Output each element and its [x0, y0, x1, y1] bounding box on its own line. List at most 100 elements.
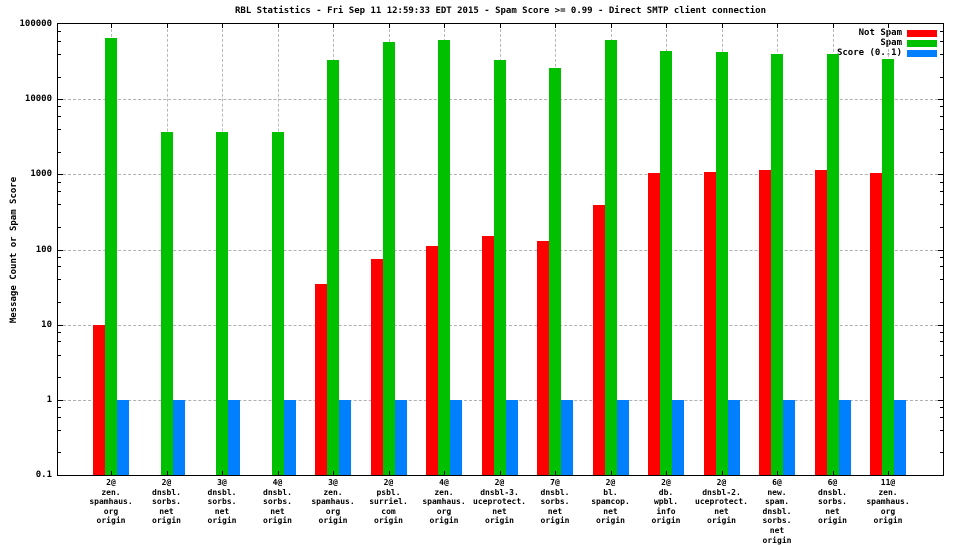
y-minor-tick — [940, 76, 943, 78]
x-tick-bottom — [499, 471, 501, 475]
y-major-tick — [58, 174, 63, 176]
x-tick-top — [832, 24, 834, 28]
x-tick-label: 2@ dnsbl. sorbs. net origin — [152, 478, 181, 526]
bar-spam — [715, 52, 728, 475]
x-tick-bottom — [111, 471, 112, 475]
x-tick-top — [166, 24, 168, 28]
y-minor-tick — [58, 341, 61, 343]
x-tick-label: 2@ psbl. surriel. com origin — [369, 478, 408, 526]
x-tick-label: 2@ zen. spamhaus. org origin — [89, 478, 133, 526]
y-minor-tick — [58, 256, 61, 258]
y-minor-tick — [58, 407, 61, 409]
bar-score-0-1 — [672, 399, 684, 475]
bar-spam — [826, 53, 839, 475]
bar-score-0-1 — [838, 399, 851, 475]
x-tick-top — [888, 24, 889, 28]
bar-spam — [271, 131, 284, 475]
y-major-tick — [938, 249, 943, 251]
y-minor-tick — [940, 302, 943, 304]
y-minor-tick — [58, 31, 61, 33]
legend-item: Score (0..1) — [837, 48, 937, 58]
x-tick-top — [555, 24, 556, 28]
y-minor-tick — [940, 266, 943, 268]
y-minor-tick — [940, 106, 943, 108]
bar-not-spam — [592, 205, 605, 475]
y-minor-tick — [940, 331, 943, 333]
x-tick-top — [666, 24, 667, 28]
y-minor-tick — [58, 40, 61, 42]
y-minor-tick — [940, 181, 943, 183]
y-tick-label: 10 — [41, 319, 52, 330]
y-major-tick — [938, 324, 943, 326]
y-minor-tick — [940, 191, 943, 192]
y-minor-tick — [940, 416, 943, 418]
y-tick-label: 0.1 — [35, 470, 52, 480]
bar-not-spam — [93, 324, 105, 475]
y-major-tick — [58, 399, 63, 401]
bar-spam — [660, 50, 672, 475]
y-minor-tick — [940, 226, 943, 228]
bar-spam — [604, 39, 617, 475]
x-tick-top — [777, 24, 778, 28]
bar-score-0-1 — [727, 399, 740, 475]
x-tick-top — [444, 24, 445, 28]
y-minor-tick — [58, 226, 61, 228]
y-major-tick — [938, 399, 943, 401]
x-tick-top — [610, 24, 612, 28]
y-minor-tick — [58, 115, 61, 117]
bar-not-spam — [759, 170, 771, 475]
y-minor-tick — [940, 407, 943, 409]
x-tick-bottom — [610, 471, 612, 475]
bar-not-spam — [481, 236, 494, 475]
bar-not-spam — [370, 258, 383, 475]
y-minor-tick — [940, 129, 943, 131]
legend-color-swatch — [907, 29, 937, 37]
bar-not-spam — [648, 172, 660, 475]
y-minor-tick — [940, 31, 943, 33]
bar-spam — [382, 41, 395, 475]
y-tick-label: 1 — [46, 394, 52, 405]
legend: Not Spam Spam Score (0..1) — [837, 28, 937, 58]
bar-spam — [493, 60, 506, 475]
x-tick-bottom — [777, 471, 778, 475]
x-tick-label: 3@ zen. spamhaus. org origin — [311, 478, 355, 526]
x-tick-label: 2@ dnsbl-2. uceprotect. net origin — [695, 478, 748, 526]
bar-not-spam — [870, 173, 882, 475]
x-tick-label: 3@ dnsbl. sorbs. net origin — [207, 478, 237, 526]
y-tick-label: 10000 — [24, 94, 52, 105]
x-tick-top — [499, 24, 501, 28]
y-minor-tick — [940, 341, 943, 343]
x-tick-label: 6@ dnsbl. sorbs. net origin — [818, 478, 847, 526]
y-minor-tick — [58, 377, 61, 379]
y-minor-tick — [58, 354, 61, 356]
y-major-tick — [938, 99, 943, 101]
y-minor-tick — [58, 53, 61, 55]
plot-area: Not Spam Spam Score (0..1) — [57, 23, 944, 476]
y-minor-tick — [940, 151, 943, 153]
legend-color-swatch — [907, 49, 937, 57]
y-major-tick — [58, 324, 63, 326]
y-minor-tick — [58, 266, 61, 268]
x-tick-label: 2@ dnsbl-3. uceprotect. net origin — [473, 478, 526, 526]
x-tick-top — [222, 24, 223, 28]
bar-spam — [327, 60, 339, 475]
bar-spam — [216, 131, 228, 475]
bar-not-spam — [315, 283, 327, 475]
bar-spam — [771, 53, 783, 475]
x-tick-top — [277, 24, 279, 28]
y-minor-tick — [940, 452, 943, 454]
x-tick-bottom — [721, 471, 723, 475]
x-tick-label: 4@ zen. spamhaus. org origin — [422, 478, 466, 526]
bar-score-0-1 — [505, 399, 518, 475]
y-minor-tick — [940, 354, 943, 356]
y-minor-tick — [58, 204, 61, 206]
x-tick-bottom — [555, 471, 556, 475]
bar-not-spam — [426, 246, 438, 475]
legend-color-swatch — [907, 39, 937, 47]
y-minor-tick — [940, 429, 943, 431]
x-tick-bottom — [444, 471, 445, 475]
bar-spam — [160, 131, 173, 475]
legend-item: Not Spam — [837, 28, 937, 38]
y-minor-tick — [58, 129, 61, 131]
